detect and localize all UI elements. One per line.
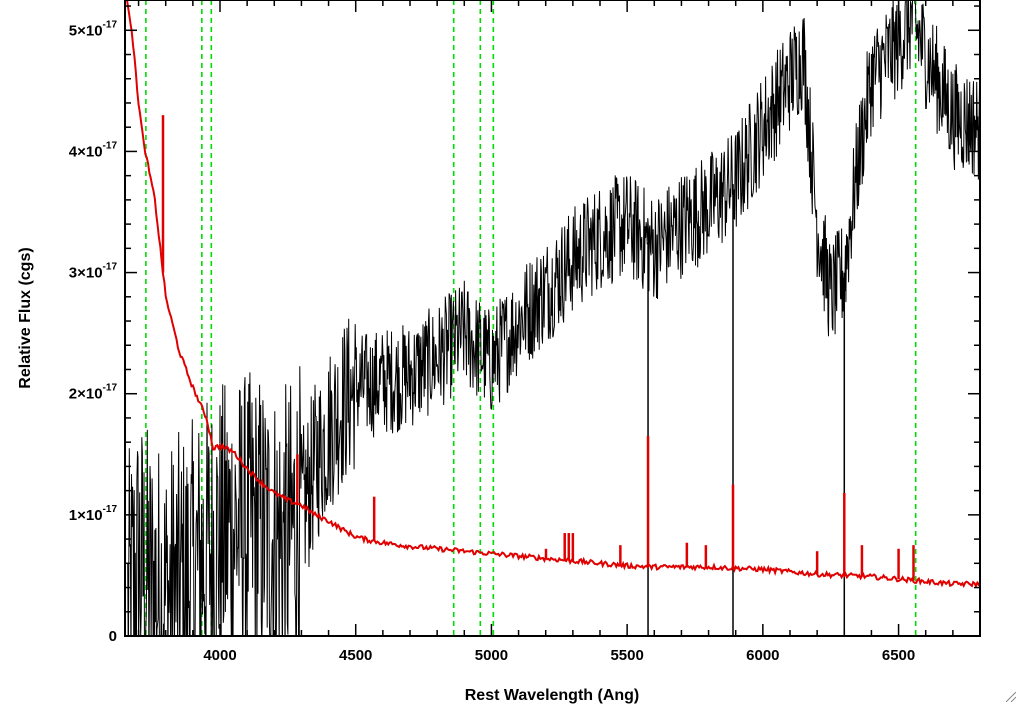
x-tick-label: 5500 — [610, 647, 643, 664]
series-line — [127, 0, 980, 636]
y-tick-label: 5×10-17 — [69, 19, 118, 39]
x-tick-label: 6000 — [746, 647, 779, 664]
x-tick-label: 4500 — [339, 647, 372, 664]
x-tick-label: 6500 — [882, 647, 915, 664]
y-tick-label: 1×10-17 — [69, 504, 118, 524]
x-tick-labels: 4000 4500 5000 5500 6000 6500 — [203, 647, 915, 664]
x-tick-label: 4000 — [203, 647, 236, 664]
y-tick-label: 3×10-17 — [69, 262, 118, 282]
y-tick-label: 0 — [109, 628, 117, 645]
spectrum-series — [125, 0, 980, 636]
x-axis-title: Rest Wavelength (Ang) — [465, 687, 640, 704]
x-tick-label: 5000 — [475, 647, 508, 664]
plot-frame — [124, 0, 981, 637]
resize-grip-icon[interactable] — [1006, 692, 1016, 702]
y-axis-title: Relative Flux (cgs) — [17, 247, 34, 388]
y-tick-labels: 0 1×10-17 2×10-17 3×10-17 4×10-17 5×10-17 — [69, 19, 118, 645]
series-line — [125, 0, 980, 589]
axis-ticks — [125, 0, 981, 637]
y-tick-label: 2×10-17 — [69, 383, 118, 403]
y-tick-label: 4×10-17 — [69, 140, 118, 160]
